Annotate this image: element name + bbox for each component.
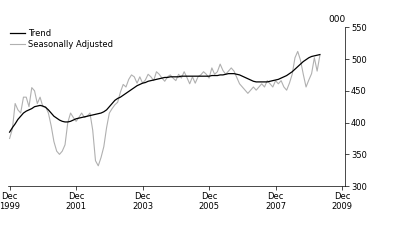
Line: Seasonally Adjusted: Seasonally Adjusted — [10, 51, 320, 166]
Seasonally Adjusted — [18, 112, 23, 114]
Trend — [18, 115, 23, 118]
Seasonally Adjusted — [268, 82, 272, 85]
Trend — [107, 105, 112, 108]
Trend — [265, 81, 270, 83]
Line: Trend: Trend — [10, 54, 320, 132]
Seasonally Adjusted — [318, 54, 322, 57]
Legend: Trend, Seasonally Adjusted: Trend, Seasonally Adjusted — [10, 29, 113, 49]
Trend — [15, 118, 20, 121]
Trend — [295, 65, 300, 68]
Seasonally Adjusted — [7, 137, 12, 140]
Seasonally Adjusted — [15, 109, 20, 111]
Seasonally Adjusted — [243, 89, 247, 91]
Seasonally Adjusted — [301, 73, 306, 76]
Seasonally Adjusted — [295, 50, 300, 53]
Trend — [318, 53, 322, 56]
Text: 000: 000 — [328, 15, 345, 24]
Seasonally Adjusted — [96, 164, 101, 167]
Trend — [240, 75, 245, 78]
Seasonally Adjusted — [110, 107, 114, 110]
Trend — [7, 131, 12, 133]
